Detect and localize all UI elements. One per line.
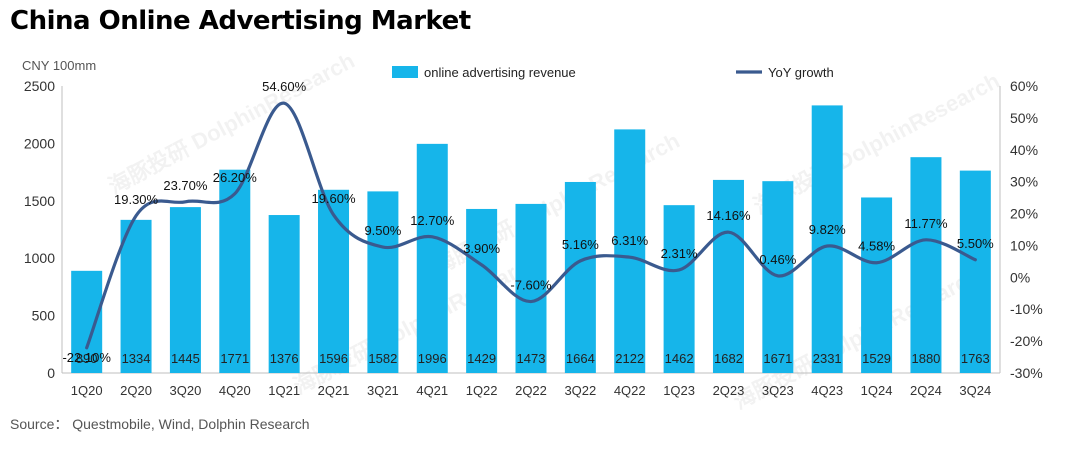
bar-4q22 xyxy=(614,129,646,373)
line-value-label: 4.58% xyxy=(858,239,895,254)
left-y-tick-label: 2500 xyxy=(24,78,55,94)
right-y-tick-label: 0% xyxy=(1010,269,1030,285)
line-value-label: 0.46% xyxy=(759,252,796,267)
x-tick-label: 3Q22 xyxy=(564,383,596,398)
right-y-tick-label: 10% xyxy=(1010,237,1038,253)
bar-2q20 xyxy=(120,219,152,373)
right-y-tick-label: 60% xyxy=(1010,78,1038,94)
bar-value-label: 1996 xyxy=(418,351,447,366)
line-value-label: -7.60% xyxy=(510,278,552,293)
bar-1q24 xyxy=(861,197,893,373)
x-tick-label: 2Q21 xyxy=(318,383,350,398)
line-value-label: 11.77% xyxy=(904,216,948,231)
legend-bar-swatch xyxy=(392,66,418,78)
x-tick-label: 3Q21 xyxy=(367,383,399,398)
legend-line-label: YoY growth xyxy=(768,65,834,80)
right-y-tick-label: -10% xyxy=(1010,301,1043,317)
right-y-tick-label: 20% xyxy=(1010,206,1038,222)
x-tick-label: 3Q23 xyxy=(762,383,794,398)
x-tick-label: 3Q24 xyxy=(959,383,991,398)
x-tick-label: 2Q20 xyxy=(120,383,152,398)
bar-value-label: 1429 xyxy=(467,351,496,366)
x-tick-label: 2Q22 xyxy=(515,383,547,398)
source-note: Source： Questmobile, Wind, Dolphin Resea… xyxy=(10,416,310,432)
line-value-label: -22.10% xyxy=(62,350,111,365)
bar-value-label: 1664 xyxy=(566,351,595,366)
bar-value-label: 1763 xyxy=(961,351,990,366)
x-tick-label: 1Q24 xyxy=(861,383,893,398)
line-value-label: 2.31% xyxy=(661,246,698,261)
bar-value-label: 1334 xyxy=(122,351,151,366)
x-tick-label: 4Q20 xyxy=(219,383,251,398)
line-value-label: 6.31% xyxy=(611,233,648,248)
bar-value-label: 2122 xyxy=(615,351,644,366)
left-y-tick-label: 2000 xyxy=(24,135,55,151)
x-tick-label: 4Q23 xyxy=(811,383,843,398)
chart-title: China Online Advertising Market xyxy=(10,6,471,36)
bar-value-label: 1462 xyxy=(665,351,694,366)
bar-value-label: 1582 xyxy=(368,351,397,366)
line-value-label: 19.60% xyxy=(311,191,356,206)
line-value-label: 14.16% xyxy=(706,208,751,223)
left-y-tick-label: 1000 xyxy=(24,250,55,266)
bar-4q23 xyxy=(811,105,843,374)
line-value-label: 12.70% xyxy=(410,213,455,228)
bar-3q22 xyxy=(564,181,596,373)
line-value-label: 54.60% xyxy=(262,79,307,94)
bar-1q23 xyxy=(663,205,695,373)
x-tick-label: 1Q20 xyxy=(71,383,103,398)
line-value-label: 23.70% xyxy=(163,178,208,193)
left-y-tick-label: 1500 xyxy=(24,193,55,209)
bar-value-label: 1880 xyxy=(911,351,940,366)
line-value-label: 9.82% xyxy=(809,222,846,237)
bar-value-label: 1671 xyxy=(763,351,792,366)
left-y-tick-label: 0 xyxy=(47,365,55,381)
line-value-label: 5.16% xyxy=(562,237,599,252)
line-value-label: 3.90% xyxy=(463,241,500,256)
line-value-label: 9.50% xyxy=(364,223,401,238)
x-tick-label: 1Q22 xyxy=(466,383,498,398)
right-y-tick-label: 50% xyxy=(1010,110,1038,126)
line-value-label: 5.50% xyxy=(957,236,994,251)
x-tick-label: 2Q24 xyxy=(910,383,942,398)
bar-1q21 xyxy=(268,215,300,373)
bar-2q22 xyxy=(515,203,547,373)
bar-value-label: 1682 xyxy=(714,351,743,366)
legend-bar-label: online advertising revenue xyxy=(424,65,576,80)
right-y-tick-label: 40% xyxy=(1010,142,1038,158)
right-y-tick-label: -30% xyxy=(1010,365,1043,381)
x-tick-label: 4Q22 xyxy=(614,383,646,398)
left-axis-label: CNY 100mm xyxy=(22,58,96,73)
bar-value-label: 2331 xyxy=(813,351,842,366)
right-y-tick-label: -20% xyxy=(1010,333,1043,349)
x-tick-label: 3Q20 xyxy=(170,383,202,398)
bar-value-label: 1445 xyxy=(171,351,200,366)
x-tick-label: 4Q21 xyxy=(416,383,448,398)
x-tick-label: 2Q23 xyxy=(713,383,745,398)
bar-value-label: 1376 xyxy=(270,351,299,366)
bar-value-label: 890 xyxy=(76,351,98,366)
bar-1q22 xyxy=(466,208,498,373)
bar-2q21 xyxy=(318,189,350,373)
bar-4q21 xyxy=(416,143,448,373)
left-y-tick-label: 500 xyxy=(32,308,56,324)
yoy-growth-line xyxy=(85,101,977,350)
x-tick-label: 1Q23 xyxy=(663,383,695,398)
bar-3q20 xyxy=(169,207,201,373)
bar-2q24 xyxy=(910,157,942,373)
x-tick-label: 1Q21 xyxy=(268,383,300,398)
bar-value-label: 1596 xyxy=(319,351,348,366)
bar-value-label: 1473 xyxy=(517,351,546,366)
bar-3q21 xyxy=(367,191,399,373)
line-value-label: 19.30% xyxy=(114,192,159,207)
bar-value-label: 1771 xyxy=(220,351,249,366)
bar-value-label: 1529 xyxy=(862,351,891,366)
bar-4q20 xyxy=(219,169,251,373)
line-value-label: 26.20% xyxy=(213,170,258,185)
right-y-tick-label: 30% xyxy=(1010,174,1038,190)
bar-3q24 xyxy=(959,170,991,373)
bar-2q23 xyxy=(712,179,744,373)
